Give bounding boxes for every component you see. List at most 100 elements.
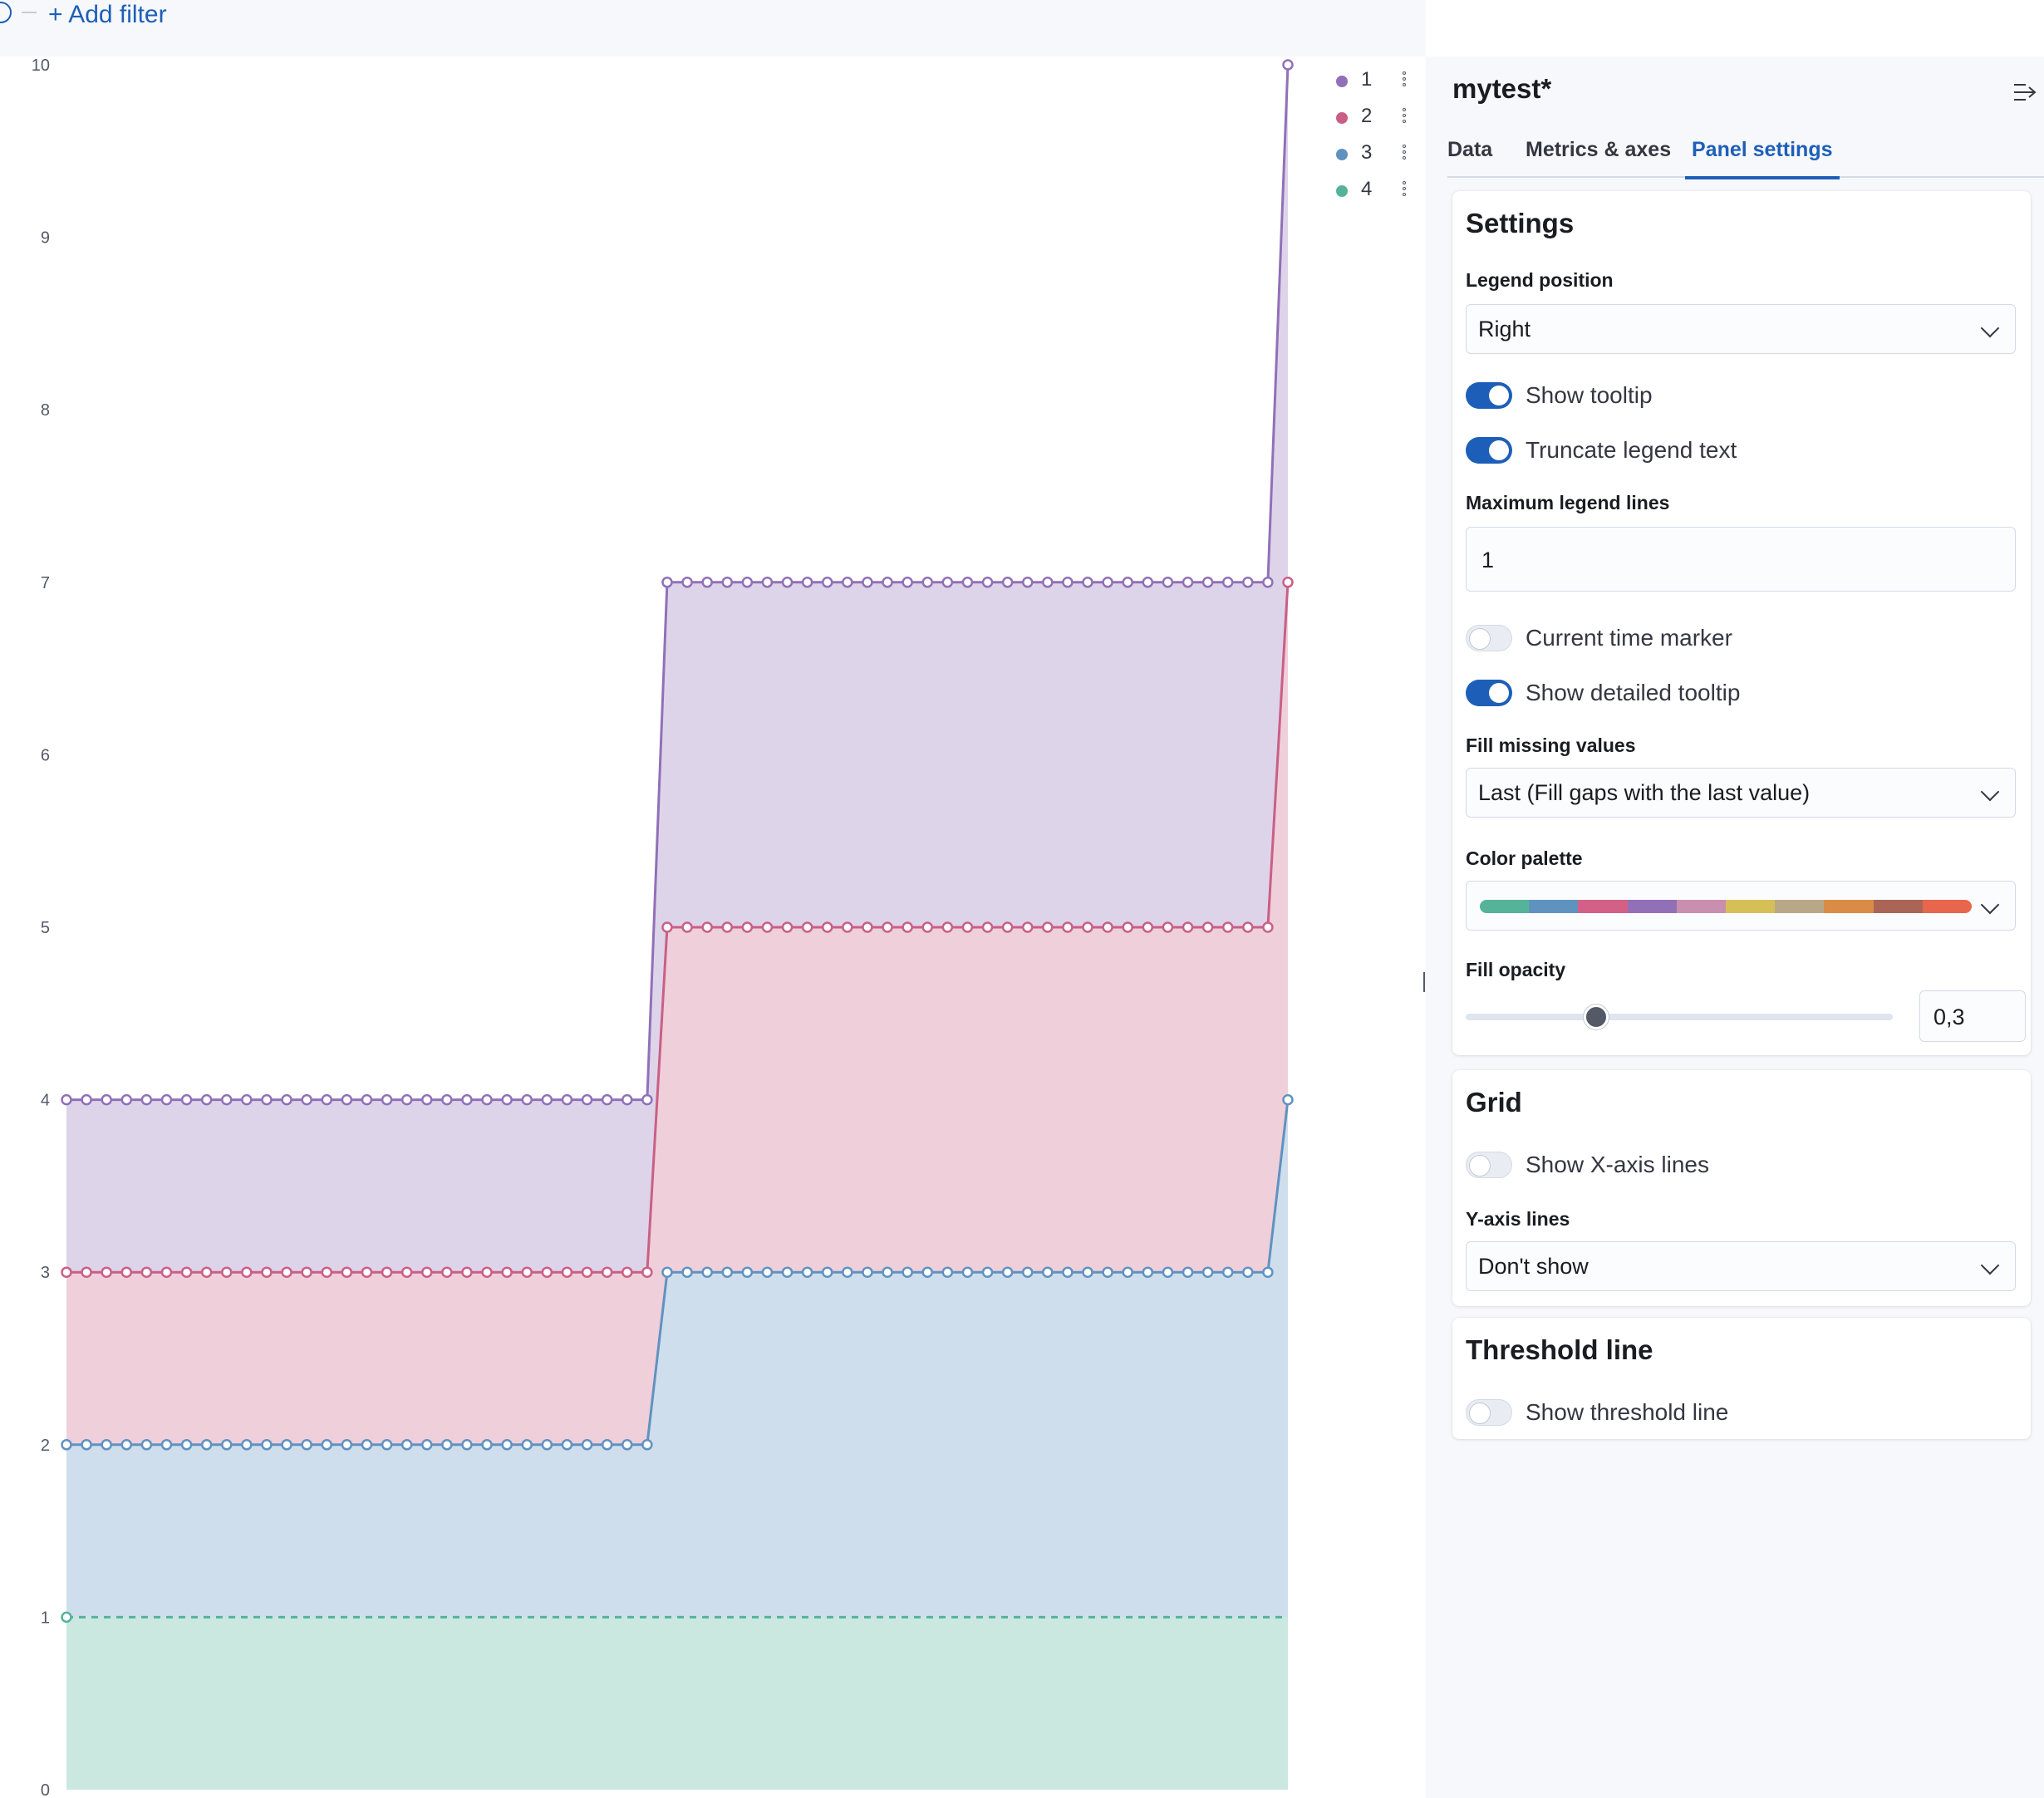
data-point-series-3[interactable] <box>721 1266 733 1278</box>
data-point-series-3[interactable] <box>741 1266 754 1278</box>
data-point-series-2[interactable] <box>821 921 833 933</box>
data-point-series-1[interactable] <box>1282 59 1294 71</box>
data-point-series-4[interactable] <box>61 1611 72 1624</box>
data-point-series-1[interactable] <box>281 1093 292 1106</box>
data-point-series-1[interactable] <box>541 1093 553 1106</box>
data-point-series-2[interactable] <box>862 921 873 933</box>
data-point-series-2[interactable] <box>561 1266 573 1278</box>
data-point-series-3[interactable] <box>882 1266 893 1278</box>
data-point-series-1[interactable] <box>1062 577 1074 588</box>
fill-opacity-slider-thumb[interactable] <box>1584 1005 1609 1029</box>
legend-actions-icon[interactable] <box>1403 145 1406 162</box>
data-point-series-3[interactable] <box>1262 1266 1274 1278</box>
data-point-series-3[interactable] <box>140 1439 153 1451</box>
data-point-series-3[interactable] <box>221 1439 233 1451</box>
data-point-series-3[interactable] <box>400 1439 413 1451</box>
data-point-series-3[interactable] <box>1242 1266 1254 1278</box>
data-point-series-3[interactable] <box>1182 1266 1194 1278</box>
show-tooltip-toggle[interactable] <box>1466 382 1512 409</box>
max-legend-lines-input[interactable]: 1 <box>1466 527 2016 592</box>
data-point-series-3[interactable] <box>781 1266 794 1278</box>
data-point-series-2[interactable] <box>381 1266 393 1278</box>
data-point-series-3[interactable] <box>501 1439 513 1451</box>
data-point-series-2[interactable] <box>241 1266 253 1278</box>
data-point-series-2[interactable] <box>461 1266 473 1278</box>
data-point-series-1[interactable] <box>842 577 853 588</box>
data-point-series-3[interactable] <box>1142 1266 1154 1278</box>
data-point-series-1[interactable] <box>882 577 893 588</box>
data-point-series-1[interactable] <box>160 1093 173 1106</box>
data-point-series-3[interactable] <box>1001 1266 1014 1278</box>
data-point-series-1[interactable] <box>441 1093 453 1106</box>
data-point-series-1[interactable] <box>1182 577 1194 588</box>
data-point-series-1[interactable] <box>661 577 673 588</box>
data-point-series-3[interactable] <box>521 1439 533 1451</box>
data-point-series-2[interactable] <box>961 921 974 933</box>
data-point-series-3[interactable] <box>761 1266 774 1278</box>
data-point-series-1[interactable] <box>1042 577 1054 588</box>
legend-actions-icon[interactable] <box>1403 108 1406 125</box>
data-point-series-1[interactable] <box>200 1093 213 1106</box>
data-point-series-3[interactable] <box>641 1439 653 1451</box>
data-point-series-1[interactable] <box>1221 577 1234 588</box>
data-point-series-3[interactable] <box>281 1439 292 1451</box>
data-point-series-1[interactable] <box>681 577 693 588</box>
data-point-series-2[interactable] <box>481 1266 493 1278</box>
fill-missing-select[interactable]: Last (Fill gaps with the last value) <box>1466 768 2016 818</box>
legend-item-4[interactable]: 4 <box>1326 169 1418 206</box>
show-threshold-toggle[interactable] <box>1466 1399 1512 1426</box>
data-point-series-3[interactable] <box>461 1439 473 1451</box>
data-point-series-1[interactable] <box>400 1093 413 1106</box>
data-point-series-2[interactable] <box>200 1266 213 1278</box>
data-point-series-3[interactable] <box>1021 1266 1034 1278</box>
data-point-series-1[interactable] <box>381 1093 393 1106</box>
data-point-series-3[interactable] <box>120 1439 133 1451</box>
data-point-series-1[interactable] <box>1201 577 1214 588</box>
data-point-series-3[interactable] <box>961 1266 974 1278</box>
data-point-series-2[interactable] <box>281 1266 292 1278</box>
data-point-series-2[interactable] <box>1242 921 1254 933</box>
detailed-tooltip-toggle[interactable] <box>1466 680 1512 706</box>
data-point-series-1[interactable] <box>361 1093 373 1106</box>
data-point-series-2[interactable] <box>361 1266 373 1278</box>
collapse-panel-icon[interactable] <box>2012 81 2037 103</box>
data-point-series-1[interactable] <box>1001 577 1014 588</box>
legend-item-1[interactable]: 1 <box>1326 60 1418 96</box>
data-point-series-2[interactable] <box>622 1266 633 1278</box>
data-point-series-3[interactable] <box>1282 1093 1294 1106</box>
data-point-series-2[interactable] <box>721 921 733 933</box>
data-point-series-2[interactable] <box>400 1266 413 1278</box>
data-point-series-2[interactable] <box>441 1266 453 1278</box>
data-point-series-1[interactable] <box>1122 577 1133 588</box>
data-point-series-3[interactable] <box>902 1266 913 1278</box>
tab-metrics-axes[interactable]: Metrics & axes <box>1526 138 1672 161</box>
filter-options-icon[interactable] <box>0 2 12 23</box>
data-point-series-2[interactable] <box>521 1266 533 1278</box>
data-point-series-3[interactable] <box>160 1439 173 1451</box>
data-point-series-1[interactable] <box>1102 577 1113 588</box>
y-axis-lines-select[interactable]: Don't show <box>1466 1241 2016 1291</box>
tab-panel-settings[interactable]: Panel settings <box>1685 138 1840 179</box>
data-point-series-1[interactable] <box>801 577 813 588</box>
data-point-series-3[interactable] <box>81 1439 92 1451</box>
data-point-series-1[interactable] <box>961 577 974 588</box>
data-point-series-2[interactable] <box>261 1266 273 1278</box>
legend-item-3[interactable]: 3 <box>1326 133 1418 169</box>
show-x-axis-lines-toggle[interactable] <box>1466 1152 1512 1178</box>
data-point-series-2[interactable] <box>1042 921 1054 933</box>
data-point-series-2[interactable] <box>1282 577 1294 588</box>
data-point-series-3[interactable] <box>622 1439 633 1451</box>
data-point-series-1[interactable] <box>921 577 933 588</box>
data-point-series-1[interactable] <box>821 577 833 588</box>
data-point-series-1[interactable] <box>902 577 913 588</box>
data-point-series-3[interactable] <box>601 1439 613 1451</box>
data-point-series-2[interactable] <box>341 1266 353 1278</box>
data-point-series-1[interactable] <box>581 1093 593 1106</box>
data-point-series-2[interactable] <box>1182 921 1194 933</box>
data-point-series-2[interactable] <box>641 1266 653 1278</box>
data-point-series-2[interactable] <box>661 921 673 933</box>
data-point-series-2[interactable] <box>221 1266 233 1278</box>
data-point-series-3[interactable] <box>241 1439 253 1451</box>
data-point-series-1[interactable] <box>741 577 754 588</box>
data-point-series-3[interactable] <box>581 1439 593 1451</box>
